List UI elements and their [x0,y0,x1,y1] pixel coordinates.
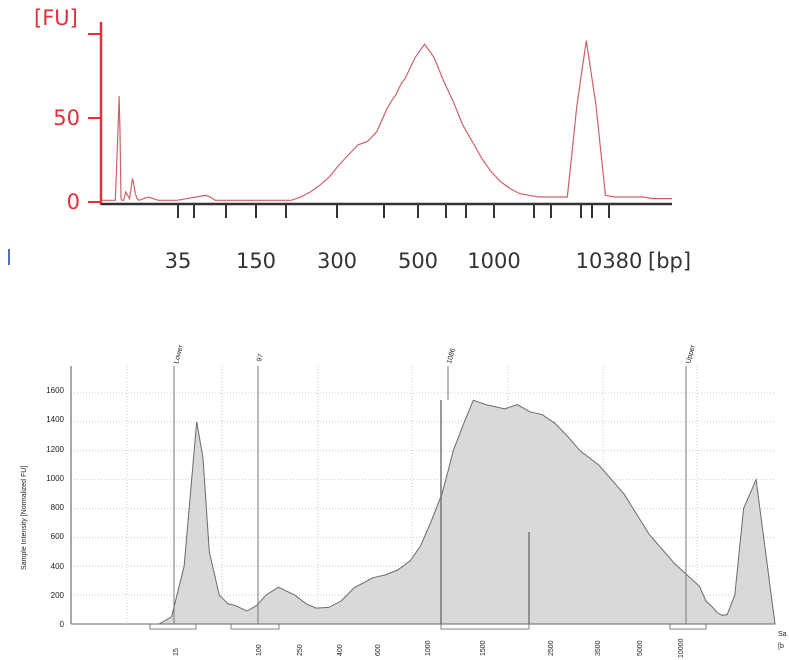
bottom-corner-label: Sa [778,631,787,638]
bottom-series-area [71,399,776,625]
bottom-xtick-label: 250 [297,644,304,656]
bottom-ytick-label: 600 [51,532,65,541]
bottom-ytick-label: 800 [51,503,65,512]
margin-marker [8,249,10,265]
region-brackets [149,623,707,630]
top-xtick-label: 35 [165,249,192,273]
region-bracket [669,623,707,630]
bottom-ytick-label: 1000 [46,474,64,483]
bottom-xtick-label: 10000 [678,638,685,658]
bottom-chart: Sample Intensity [Normalized FU] 0 200 4… [21,344,787,658]
top-xaxis-unit: [bp] [648,249,691,273]
peak-markers: Lower 97 1086 Upper [173,344,697,624]
bottom-ytick-label: 1600 [46,386,64,395]
peak-label: 97 [256,353,265,362]
peak-label: Lower [173,344,185,365]
top-xtick-label: 1000 [467,249,520,273]
top-xtick-label: 150 [236,249,276,273]
bottom-ytick-label: 1400 [46,415,64,424]
bottom-xtick-label: 15 [173,648,180,656]
top-xtick-label: 10380 [576,249,643,273]
top-xtick-label: 500 [398,249,438,273]
bottom-xtick-label: 1500 [480,640,487,656]
bottom-ytick-label: 0 [60,620,65,629]
top-chart: [FU] 50 0 35 150 300 500 1000 10380 [bp] [34,6,691,273]
top-yaxis-label: [FU] [34,6,78,30]
region-bracket [230,623,280,630]
top-series-trace [101,40,672,201]
peak-label: 1086 [446,348,457,365]
bottom-ytick-label: 200 [51,591,65,600]
top-xaxis-ticks [177,204,610,218]
bottom-xtick-label: 3500 [595,640,602,656]
top-xtick-label: 300 [317,249,357,273]
bottom-ytick-label: 1200 [46,445,64,454]
peak-label: Upper [685,344,697,365]
bottom-corner-label: [b [778,643,784,650]
bottom-xtick-label: 1000 [425,640,432,656]
region-bracket [149,623,197,630]
bottom-xtick-label: 600 [375,644,382,656]
bottom-xtick-labels: 15 100 250 400 600 1000 1500 2500 3500 5… [173,638,685,658]
region-bracket [440,623,530,630]
bottom-xtick-label: 400 [337,644,344,656]
bottom-xtick-label: 100 [256,644,263,656]
top-ytick-label: 0 [67,190,80,214]
bottom-xtick-label: 2500 [548,640,555,656]
bottom-ytick-labels: 0 200 400 600 800 1000 1200 1400 1600 [46,386,64,629]
bottom-xtick-label: 5000 [637,640,644,656]
top-ytick-label: 50 [53,106,80,130]
bottom-yaxis-label: Sample Intensity [Normalized FU] [21,466,28,570]
bottom-ytick-label: 400 [51,562,65,571]
